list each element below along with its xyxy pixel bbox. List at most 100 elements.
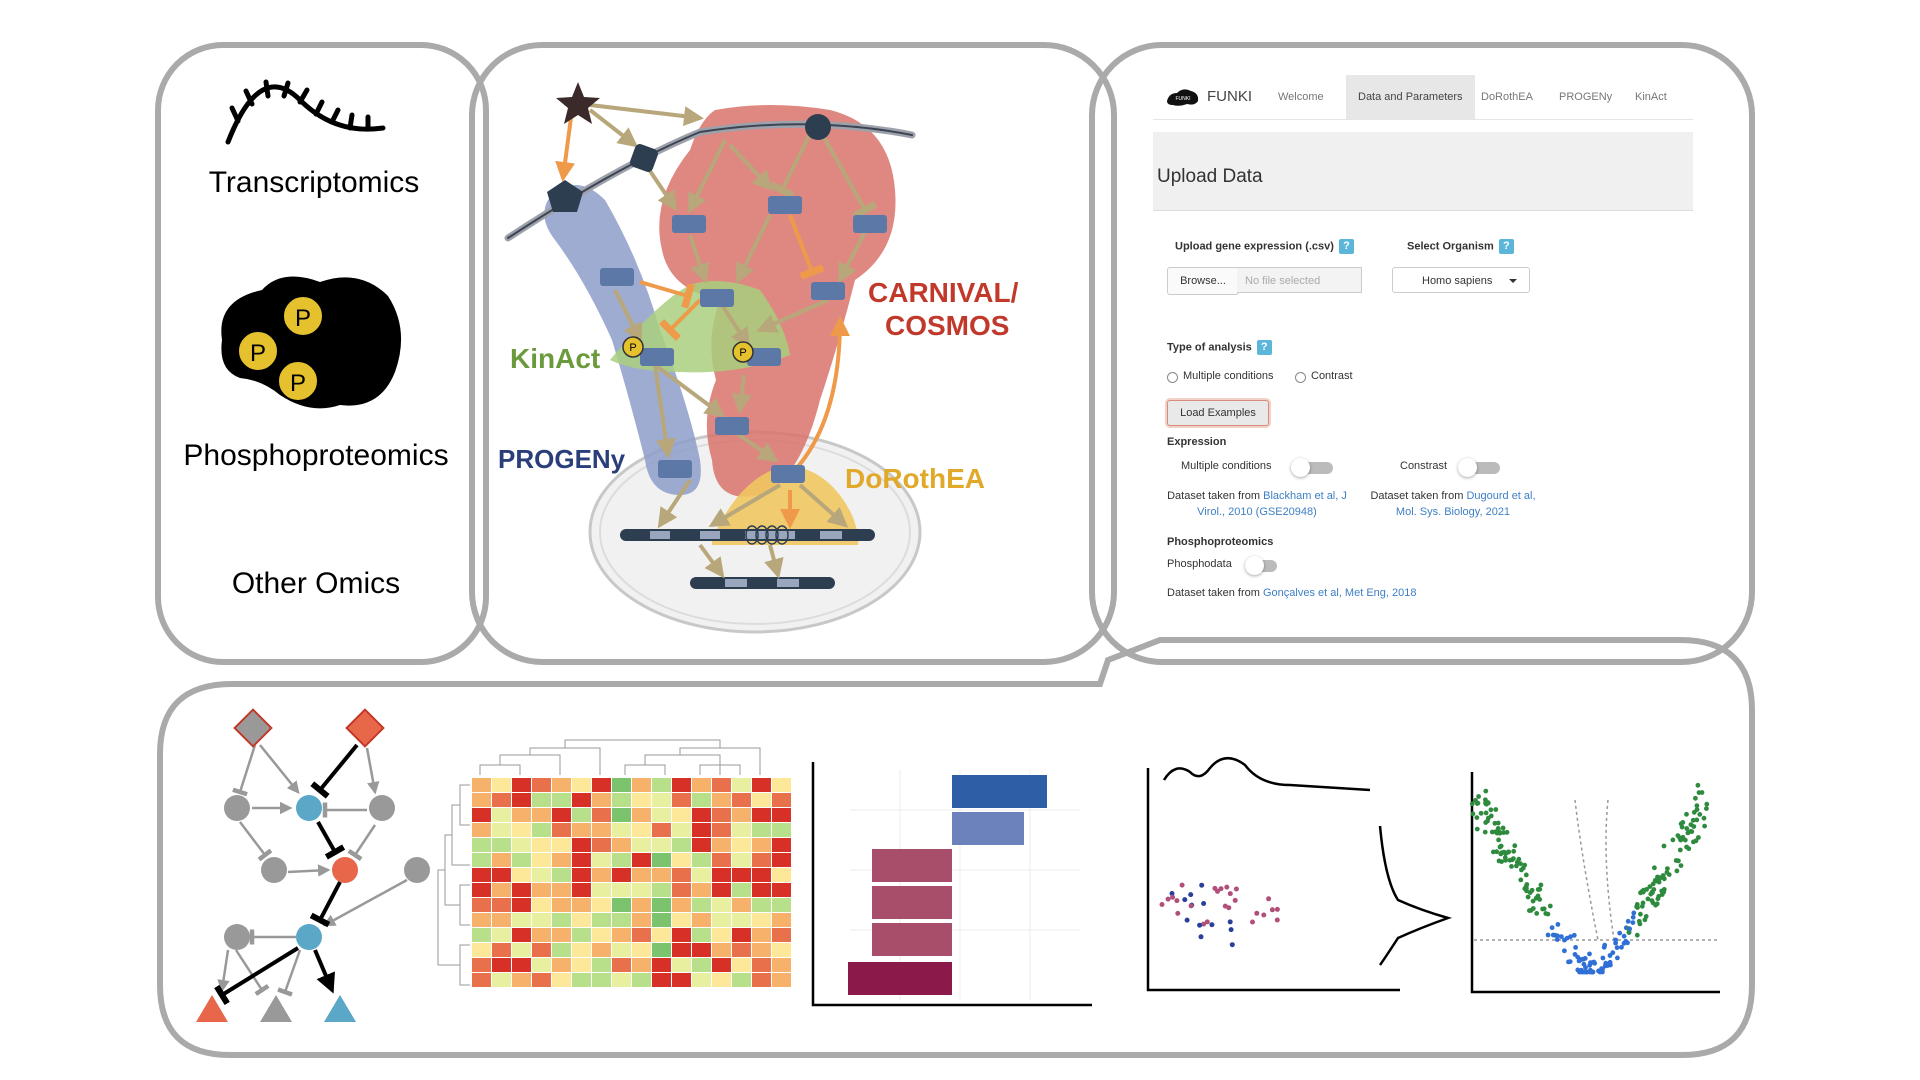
- volcano-point: [1529, 887, 1535, 893]
- pathway-panel: [469, 42, 1117, 665]
- heatmap-cell: [612, 928, 631, 942]
- help-icon[interactable]: ?: [1498, 239, 1514, 254]
- pathway-edges: [555, 103, 878, 579]
- heatmap-cell: [552, 823, 571, 837]
- heatmap-cell: [592, 853, 611, 867]
- heatmap-cell: [752, 913, 771, 927]
- heatmap-cell: [472, 958, 491, 972]
- heatmap-cell: [732, 823, 751, 837]
- volcano-point: [1600, 955, 1606, 961]
- volcano-point: [1638, 911, 1643, 917]
- toggle-knob: [1245, 556, 1264, 575]
- heatmap-cell: [712, 973, 731, 987]
- dataset2-link[interactable]: Dugourd et al, Mol. Sys. Biology, 2021: [1395, 490, 1536, 518]
- radio-multiple-label: Multiple conditions: [1183, 370, 1274, 382]
- radio-contrast[interactable]: [1295, 372, 1306, 383]
- heatmap-cell: [672, 823, 691, 837]
- volcano-point: [1652, 865, 1657, 871]
- heatmap-cell: [492, 958, 511, 972]
- phospho-badge-2: P: [237, 330, 279, 372]
- load-examples-button[interactable]: Load Examples: [1167, 400, 1269, 426]
- scatter-point: [1261, 912, 1267, 918]
- volcano-point: [1474, 815, 1480, 820]
- heatmap-cell: [772, 808, 791, 822]
- volcano-point: [1549, 925, 1555, 931]
- volcano-point: [1474, 826, 1480, 832]
- multiple-conditions-toggle[interactable]: [1291, 458, 1333, 477]
- radio-multiple-conditions[interactable]: [1167, 372, 1178, 383]
- heatmap-cell: [632, 928, 651, 942]
- volcano-point: [1695, 782, 1701, 788]
- volcano-point: [1504, 829, 1510, 835]
- phosphodata-toggle[interactable]: [1245, 556, 1277, 575]
- tab-dorothea[interactable]: DoRothEA: [1481, 91, 1533, 103]
- heatmap-cell: [672, 958, 691, 972]
- scatter-point: [1266, 896, 1272, 902]
- volcano-point: [1697, 812, 1703, 817]
- tab-progeny[interactable]: PROGENy: [1559, 91, 1613, 103]
- dataset3-link[interactable]: Gonçalves et al, Met Eng, 2018: [1263, 587, 1417, 599]
- heatmap-cell: [772, 928, 791, 942]
- scatter-point: [1222, 903, 1228, 909]
- svg-text:FUNKI: FUNKI: [1176, 96, 1191, 102]
- volcano-point: [1631, 910, 1637, 916]
- volcano-point: [1488, 807, 1494, 813]
- volcano-point: [1650, 890, 1655, 896]
- heatmap-cell: [532, 868, 551, 882]
- volcano-point: [1555, 933, 1560, 939]
- volcano-point: [1641, 887, 1646, 893]
- help-icon[interactable]: ?: [1256, 340, 1272, 355]
- scatter-point: [1209, 922, 1215, 928]
- heatmap-cell: [692, 958, 711, 972]
- heatmap-cell: [492, 838, 511, 852]
- heatmap-cell: [712, 868, 731, 882]
- heatmap-cell: [592, 808, 611, 822]
- heatmap-cell: [772, 898, 791, 912]
- volcano-point: [1603, 960, 1609, 966]
- heatmap-cell: [712, 943, 731, 957]
- density-scatter-plot: [1146, 757, 1453, 992]
- heatmap-cell: [532, 928, 551, 942]
- contrast-toggle[interactable]: [1458, 458, 1500, 477]
- heatmap-cell: [632, 883, 651, 897]
- heatmap-cell: [732, 778, 751, 792]
- transcriptomics-label: Transcriptomics: [209, 166, 420, 199]
- volcano-point: [1470, 811, 1476, 817]
- heatmap-cell: [472, 823, 491, 837]
- browse-button[interactable]: Browse...: [1167, 267, 1239, 295]
- tab-welcome[interactable]: Welcome: [1278, 91, 1324, 103]
- tab-data-and-parameters[interactable]: Data and Parameters: [1346, 75, 1475, 119]
- brand[interactable]: FUNKI FUNKI: [1165, 85, 1252, 107]
- volcano-point: [1678, 837, 1684, 843]
- heatmap-cell: [732, 793, 751, 807]
- help-icon[interactable]: ?: [1338, 239, 1354, 254]
- file-input[interactable]: No file selected: [1237, 267, 1362, 293]
- heatmap-cell: [532, 898, 551, 912]
- heatmap-cell: [652, 913, 671, 927]
- volcano-point: [1600, 969, 1605, 975]
- volcano-point: [1623, 938, 1629, 944]
- heatmap-cell: [612, 943, 631, 957]
- scatter-point: [1274, 917, 1280, 923]
- volcano-point: [1474, 801, 1480, 806]
- tab-kinact[interactable]: KinAct: [1635, 91, 1667, 103]
- heatmap-cell: [612, 793, 631, 807]
- heatmap-dendrogram-top: [479, 739, 761, 775]
- heatmap-cell: [772, 823, 791, 837]
- dataset3-citation: Dataset taken from Gonçalves et al, Met …: [1167, 587, 1417, 599]
- volcano-point: [1694, 803, 1700, 809]
- heatmap-cell: [572, 973, 591, 987]
- volcano-point: [1514, 863, 1519, 869]
- heatmap-cell: [592, 913, 611, 927]
- dataset1-citation: Dataset taken from Blackham et al, J Vir…: [1167, 490, 1347, 518]
- heatmap-cell: [572, 943, 591, 957]
- heatmap-cell: [772, 868, 791, 882]
- heatmap-cell: [632, 808, 651, 822]
- heatmap-cell: [692, 898, 711, 912]
- organism-select[interactable]: Homo sapiens: [1392, 267, 1530, 293]
- dataset1-link[interactable]: Blackham et al, J Virol., 2010 (GSE20948…: [1197, 490, 1347, 518]
- heatmap-cell: [472, 838, 491, 852]
- funki-logo-icon: FUNKI: [1167, 89, 1199, 106]
- volcano-point: [1625, 918, 1631, 924]
- volcano-point: [1693, 795, 1698, 801]
